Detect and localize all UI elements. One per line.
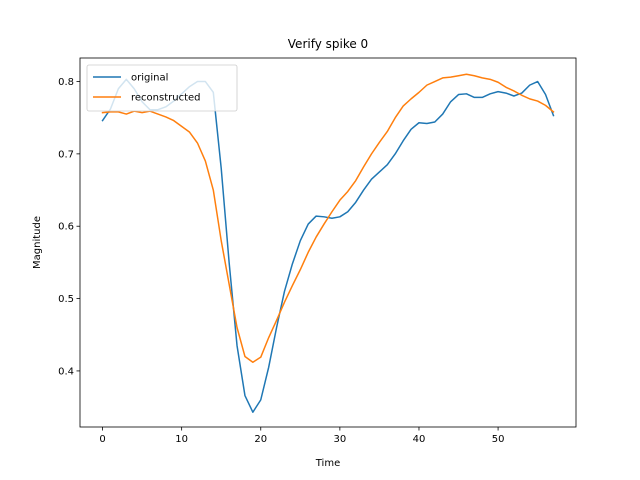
- x-axis-ticks: 0 10 20 30 40 50: [99, 427, 504, 445]
- axes-frame: [79, 57, 577, 428]
- y-axis-ticks: 0.4 0.5 0.6 0.7 0.8: [58, 77, 80, 377]
- legend: original reconstructed: [86, 64, 238, 112]
- x-tick-label: 30: [333, 434, 346, 445]
- y-axis-label: Magnitude: [32, 216, 43, 269]
- chart-title: Verify spike 0: [288, 37, 368, 51]
- y-tick-label: 0.6: [58, 222, 74, 233]
- legend-label-original: original: [131, 73, 168, 84]
- legend-box: [86, 64, 238, 112]
- x-axis-label: Time: [315, 458, 340, 469]
- y-tick-label: 0.8: [58, 77, 74, 88]
- y-tick-label: 0.5: [58, 294, 74, 305]
- x-tick-label: 20: [254, 434, 267, 445]
- y-tick-label: 0.4: [58, 366, 74, 377]
- y-tick-label: 0.7: [58, 149, 74, 160]
- x-tick-label: 10: [175, 434, 188, 445]
- legend-label-reconstructed: reconstructed: [131, 93, 201, 104]
- series-line-reconstructed: [101, 73, 555, 363]
- x-tick-label: 0: [99, 434, 105, 445]
- x-tick-label: 50: [492, 434, 505, 445]
- x-tick-label: 40: [413, 434, 426, 445]
